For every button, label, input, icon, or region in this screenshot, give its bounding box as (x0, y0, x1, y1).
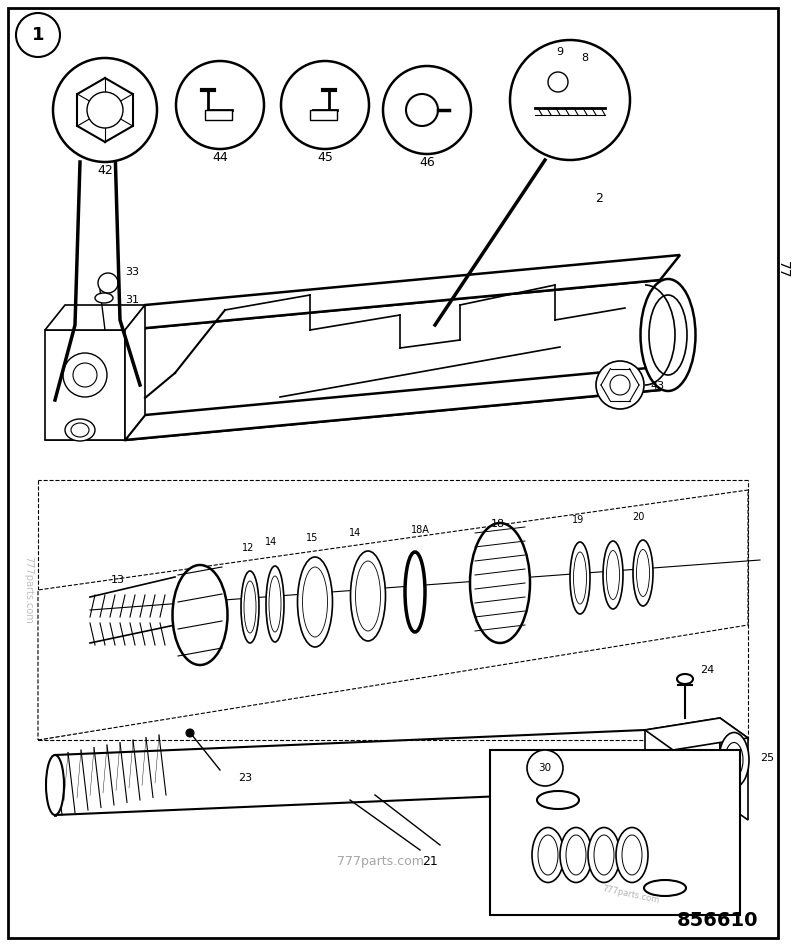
Ellipse shape (644, 880, 686, 896)
Text: 30: 30 (538, 763, 551, 773)
Circle shape (610, 375, 630, 395)
Text: 21: 21 (422, 855, 438, 868)
Ellipse shape (470, 523, 530, 643)
Text: 33: 33 (125, 267, 139, 277)
Circle shape (510, 40, 630, 160)
Ellipse shape (244, 581, 256, 633)
Circle shape (87, 92, 123, 128)
Text: 777parts.com: 777parts.com (601, 884, 660, 905)
Circle shape (383, 66, 471, 154)
Ellipse shape (677, 674, 693, 684)
Circle shape (596, 361, 644, 409)
Text: 43: 43 (650, 381, 664, 391)
Ellipse shape (633, 540, 653, 606)
Polygon shape (38, 490, 748, 740)
Text: 44: 44 (212, 151, 228, 163)
Text: 14: 14 (265, 537, 277, 547)
Ellipse shape (594, 835, 614, 875)
Polygon shape (720, 718, 748, 820)
Ellipse shape (570, 542, 590, 614)
Ellipse shape (269, 576, 281, 632)
Text: 23: 23 (238, 773, 252, 783)
Text: 20: 20 (632, 512, 644, 522)
Polygon shape (125, 280, 660, 440)
Circle shape (281, 61, 369, 149)
Ellipse shape (537, 791, 579, 809)
Text: 18A: 18A (410, 525, 430, 535)
Circle shape (548, 72, 568, 92)
Polygon shape (125, 305, 145, 440)
Text: 77: 77 (776, 262, 790, 279)
Text: 14: 14 (349, 528, 361, 538)
Polygon shape (45, 305, 145, 330)
Circle shape (186, 729, 194, 737)
Ellipse shape (641, 279, 695, 391)
Text: 31: 31 (125, 295, 139, 305)
Polygon shape (125, 255, 680, 330)
Ellipse shape (560, 828, 592, 883)
Text: 777parts.com: 777parts.com (337, 855, 423, 868)
Ellipse shape (302, 567, 327, 637)
Bar (490, 750, 740, 915)
Ellipse shape (725, 742, 743, 777)
Ellipse shape (637, 550, 650, 596)
Text: 15: 15 (306, 533, 318, 543)
Text: 42: 42 (97, 163, 113, 176)
Text: 19: 19 (572, 515, 584, 525)
Circle shape (98, 273, 118, 293)
Text: 1: 1 (32, 26, 44, 44)
Ellipse shape (574, 552, 586, 604)
Text: 24: 24 (700, 665, 714, 675)
Ellipse shape (566, 835, 586, 875)
Circle shape (16, 13, 60, 57)
Polygon shape (125, 365, 680, 440)
Ellipse shape (46, 755, 64, 815)
Ellipse shape (606, 551, 619, 599)
Ellipse shape (298, 557, 333, 647)
Circle shape (406, 94, 438, 126)
Bar (205, 110, 232, 120)
Ellipse shape (350, 551, 386, 641)
Text: 8: 8 (582, 53, 589, 63)
Ellipse shape (241, 571, 259, 643)
Circle shape (53, 58, 157, 162)
Text: 12: 12 (242, 543, 254, 553)
Text: 25: 25 (760, 753, 774, 763)
Circle shape (73, 363, 97, 387)
Polygon shape (45, 330, 125, 440)
Circle shape (527, 750, 563, 786)
Ellipse shape (266, 566, 284, 642)
Text: 777parts.com: 777parts.com (23, 556, 33, 624)
Ellipse shape (405, 552, 425, 632)
Text: 46: 46 (419, 155, 435, 169)
Circle shape (63, 353, 107, 397)
Ellipse shape (603, 541, 623, 609)
Ellipse shape (65, 419, 95, 441)
Polygon shape (45, 415, 145, 440)
Text: 18: 18 (491, 519, 505, 529)
Ellipse shape (95, 293, 113, 303)
Ellipse shape (616, 828, 648, 883)
Text: 9: 9 (557, 47, 563, 57)
Text: 856610: 856610 (677, 910, 758, 929)
Ellipse shape (355, 561, 381, 631)
Text: 13: 13 (111, 575, 125, 585)
Text: 45: 45 (317, 151, 333, 163)
Ellipse shape (71, 423, 89, 437)
Ellipse shape (532, 828, 564, 883)
Ellipse shape (622, 835, 642, 875)
Bar (310, 110, 337, 120)
Ellipse shape (173, 565, 227, 665)
Circle shape (176, 61, 264, 149)
Ellipse shape (538, 835, 558, 875)
Ellipse shape (649, 295, 687, 375)
Ellipse shape (588, 828, 620, 883)
Polygon shape (645, 718, 720, 812)
Text: 2: 2 (595, 191, 603, 205)
Ellipse shape (719, 733, 749, 788)
Polygon shape (645, 718, 748, 750)
